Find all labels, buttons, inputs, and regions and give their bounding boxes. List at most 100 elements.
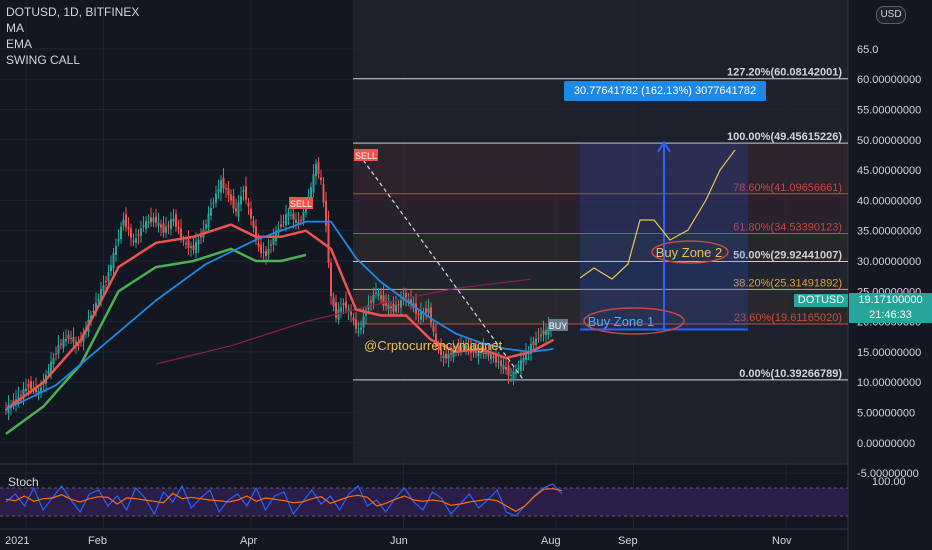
candle-body — [272, 235, 275, 245]
candle-body — [265, 250, 267, 257]
currency-button[interactable]: USD — [876, 6, 906, 24]
candle-body — [445, 353, 447, 359]
candle-body — [532, 341, 535, 345]
candle-body — [180, 228, 182, 238]
candle-body — [442, 355, 445, 359]
candle-body — [122, 219, 125, 226]
candle-body — [282, 221, 285, 223]
candle-body — [255, 226, 257, 240]
candle-body — [250, 208, 252, 219]
candle-body — [467, 347, 470, 349]
fib-level-label: 50.00%(29.92441007) — [733, 249, 842, 261]
candle-body — [525, 352, 527, 361]
candle-body — [435, 333, 437, 346]
legend-indicator-ema[interactable]: EMA — [6, 37, 33, 51]
candle-body — [110, 265, 112, 271]
price-tick-label: 10.00000000 — [857, 377, 921, 389]
fib-retracement: 127.20%(60.08142001) 100.00%(49.45615226)… — [353, 67, 848, 381]
candle-body — [315, 164, 317, 177]
buy-zone-1-ellipse — [583, 307, 685, 335]
legend-indicator-ma[interactable]: MA — [6, 21, 24, 35]
candle-body — [222, 177, 225, 189]
candle-body — [5, 409, 7, 411]
stoch-label[interactable]: Stoch — [8, 475, 39, 489]
candle-body — [372, 294, 375, 303]
candle-body — [290, 214, 292, 216]
candle-body — [140, 228, 142, 236]
candle-body — [357, 331, 360, 333]
candle-body — [342, 303, 345, 306]
price-tick-label: 0.00000000 — [857, 438, 915, 450]
time-tick-label: Feb — [88, 535, 107, 547]
candle-body — [472, 350, 475, 353]
candle-body — [330, 263, 332, 297]
candle-body — [242, 190, 245, 193]
candle-body — [165, 226, 167, 233]
price-tick-label: -5.00000000 — [857, 468, 919, 480]
current-price-countdown: 21:46:33 — [869, 309, 912, 321]
candle-body — [452, 349, 455, 358]
candle-body — [512, 371, 515, 381]
candle-body — [352, 317, 355, 321]
candle-body — [490, 354, 492, 360]
stoch-k-line — [5, 483, 563, 517]
candle-body — [300, 220, 302, 222]
candle-body — [502, 364, 505, 370]
measure-label: 30.77641782 (162.13%) 3077641782 — [564, 81, 766, 101]
candle-body — [20, 395, 22, 397]
time-axis: 2021 Feb Apr Jun Aug Sep Nov — [5, 535, 792, 547]
candle-body — [125, 214, 127, 227]
fib-band — [353, 143, 848, 194]
candle-body — [27, 384, 30, 388]
swing-ma-line — [5, 247, 307, 435]
candle-body — [210, 207, 212, 216]
candle-body — [262, 251, 265, 254]
candle-body — [292, 213, 295, 220]
candle-body — [400, 298, 402, 308]
fib-band — [353, 261, 848, 290]
candle-body — [312, 174, 315, 193]
candle-body — [135, 238, 137, 243]
candle-body — [80, 341, 82, 343]
candle-body — [147, 221, 150, 224]
sell-tag-1-bg — [354, 149, 378, 161]
candle-body — [62, 339, 65, 348]
candle-body — [302, 211, 305, 221]
candle-body — [335, 302, 337, 318]
fib-level-label: 23.60%(19.61165020) — [734, 312, 842, 324]
candle-body — [297, 221, 300, 225]
candle-body — [235, 208, 237, 212]
candle-body — [387, 304, 390, 310]
candle-body — [142, 225, 145, 228]
candle-body — [257, 243, 260, 247]
candle-body — [327, 220, 330, 264]
candle-body — [225, 188, 227, 190]
time-tick-label: Jun — [390, 535, 408, 547]
candle-body — [397, 304, 400, 306]
annotations: Buy Zone 1 Buy Zone 2 SELL SELL BUY — [289, 148, 736, 380]
legend-indicator-swing-call[interactable]: SWING CALL — [6, 53, 81, 67]
legend-symbol[interactable]: DOTUSD, 1D, BITFINEX — [6, 5, 140, 19]
candle-body — [492, 356, 495, 358]
candle-body — [77, 343, 80, 346]
candle-body — [190, 246, 192, 248]
stoch-tick-label: 100.00 — [872, 476, 906, 488]
candle-body — [495, 353, 497, 363]
time-tick-label: Aug — [541, 535, 561, 547]
candle-body — [505, 367, 507, 371]
candle-body — [172, 218, 175, 222]
buy-zone-2-ellipse — [651, 240, 729, 264]
candle-body — [192, 245, 195, 250]
candle-body — [65, 339, 67, 342]
candle-body — [370, 300, 372, 303]
candle-body — [522, 357, 525, 363]
candle-body — [227, 188, 230, 196]
candle-body — [167, 225, 170, 227]
candle-body — [447, 353, 450, 359]
candle-body — [360, 327, 362, 330]
candle-body — [480, 351, 482, 353]
candle-body — [197, 239, 200, 245]
fib-level-label: 0.00%(10.39266789) — [739, 368, 842, 380]
candle-body — [440, 347, 442, 355]
